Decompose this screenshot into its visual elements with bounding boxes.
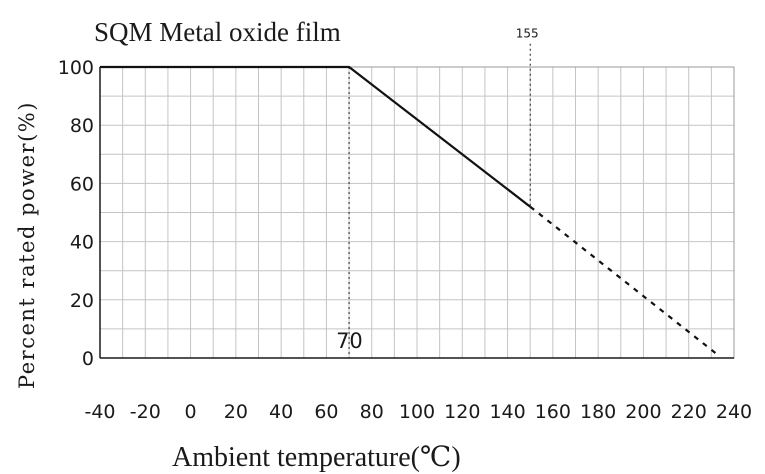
y-tick-label: 0 xyxy=(82,348,94,370)
y-tick-label: 40 xyxy=(70,232,94,254)
series xyxy=(100,65,719,356)
x-tick-label: 140 xyxy=(489,401,525,423)
y-tick-label: 20 xyxy=(70,290,94,312)
x-tick-label: 40 xyxy=(269,401,293,423)
y-tick-labels: 0 20 40 60 80 100 xyxy=(58,57,94,370)
axes xyxy=(99,66,735,359)
x-tick-label: 0 xyxy=(185,401,197,423)
x-tick-label: 100 xyxy=(399,401,435,423)
x-tick-label: 240 xyxy=(716,401,752,423)
y-tick-label: 60 xyxy=(70,173,94,195)
x-tick-labels: -40 -20 0 20 40 60 80 100 120 140 160 180 200 220 240 xyxy=(84,401,752,423)
x-tick-label: 60 xyxy=(314,401,338,423)
x-tick-label: 80 xyxy=(360,401,384,423)
x-tick-label: 220 xyxy=(671,401,707,423)
grid xyxy=(100,67,734,358)
x-tick-label: -20 xyxy=(130,401,161,423)
y-axis-label: Percent rated power(%) xyxy=(15,101,39,389)
annotations: 70 155 xyxy=(336,27,539,358)
annotation-label-70: 70 xyxy=(336,329,363,353)
x-tick-label: 180 xyxy=(580,401,616,423)
x-tick-label: -40 xyxy=(84,401,115,423)
x-tick-label: 160 xyxy=(535,401,571,423)
chart-title: SQM Metal oxide film xyxy=(94,17,341,47)
x-axis-label: Ambient temperature(℃) xyxy=(172,442,461,473)
y-tick-label: 100 xyxy=(58,57,94,79)
x-tick-label: 200 xyxy=(625,401,661,423)
x-tick-label: 120 xyxy=(444,401,480,423)
derating-curve xyxy=(100,65,531,208)
x-tick-label: 20 xyxy=(224,401,248,423)
y-tick-label: 80 xyxy=(70,115,94,137)
derating-curve-extrapolated xyxy=(529,205,719,356)
annotation-label-155: 155 xyxy=(516,27,539,41)
